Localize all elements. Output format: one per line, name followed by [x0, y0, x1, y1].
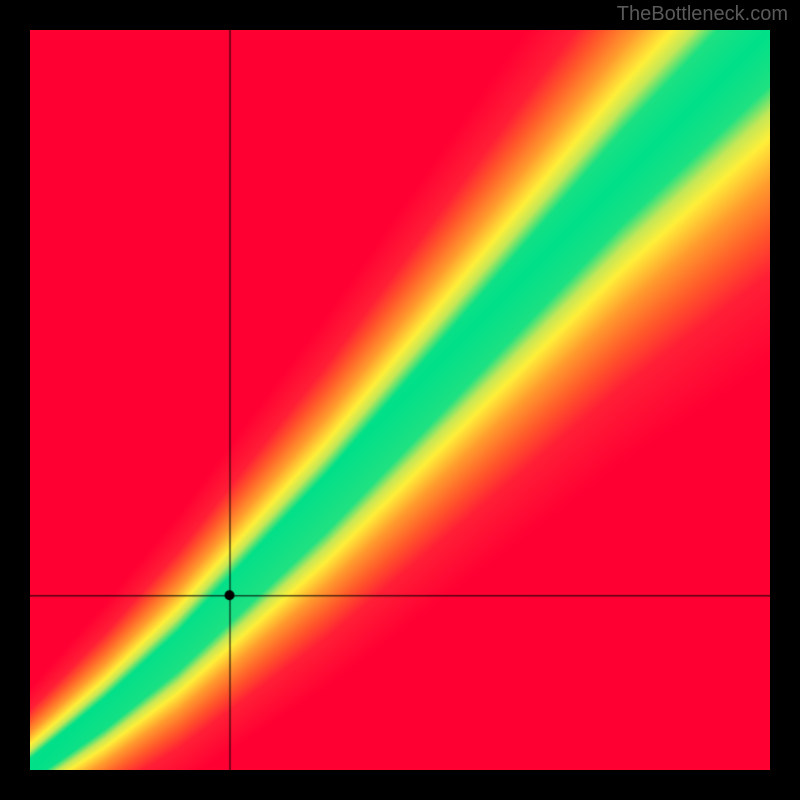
bottleneck-heatmap [30, 30, 770, 770]
watermark-text: TheBottleneck.com [617, 3, 788, 26]
heatmap-canvas [30, 30, 770, 770]
